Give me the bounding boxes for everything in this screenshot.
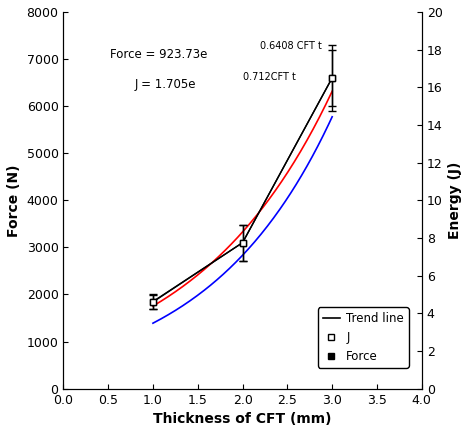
Y-axis label: Energy (J): Energy (J) [448, 162, 462, 239]
Text: 0.6408 CFT t: 0.6408 CFT t [260, 42, 322, 52]
Text: Force = 923.73e: Force = 923.73e [110, 48, 207, 61]
Legend: Trend line, J, Force: Trend line, J, Force [318, 307, 408, 368]
X-axis label: Thickness of CFT (mm): Thickness of CFT (mm) [153, 412, 332, 426]
Text: J = 1.705e: J = 1.705e [135, 78, 197, 91]
Text: 0.712CFT t: 0.712CFT t [242, 71, 295, 82]
Y-axis label: Force (N): Force (N) [7, 164, 21, 236]
